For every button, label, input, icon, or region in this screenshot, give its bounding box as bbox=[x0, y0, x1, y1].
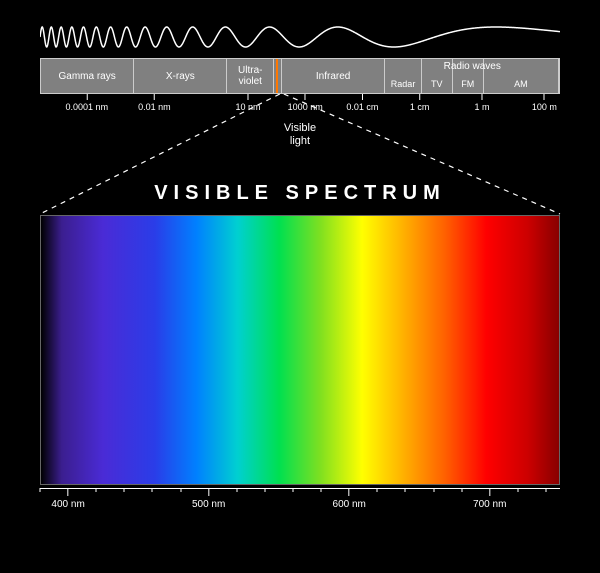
bottom-tick-minor bbox=[517, 488, 518, 495]
top-tick: 1 cm bbox=[410, 94, 430, 112]
top-tick: 1000 nm bbox=[288, 94, 323, 112]
bottom-tick-minor bbox=[405, 488, 406, 495]
bottom-tick-minor bbox=[152, 488, 153, 495]
top-tick: 100 m bbox=[532, 94, 557, 112]
visible-light-label: Visible light bbox=[0, 122, 600, 148]
wavelength-scale-bottom: 400 nm 500 nm 600 nm 700 nm bbox=[40, 488, 560, 518]
em-spectrum-bands: Gamma raysX-raysUltra- violetInfraredRad… bbox=[40, 58, 560, 94]
band-infrared: Infrared bbox=[282, 59, 386, 93]
band-gamma-rays: Gamma rays bbox=[41, 59, 134, 93]
top-tick: 0.0001 nm bbox=[66, 94, 109, 112]
bottom-tick-minor bbox=[96, 488, 97, 495]
bottom-tick-minor bbox=[124, 488, 125, 495]
bottom-tick-minor bbox=[236, 488, 237, 495]
band-radar: Radar bbox=[385, 59, 421, 93]
bottom-tick-minor bbox=[377, 488, 378, 495]
bottom-tick-minor bbox=[264, 488, 265, 495]
band-am: AM bbox=[484, 59, 559, 93]
band-visible bbox=[274, 59, 282, 93]
wavelength-scale-top: 0.0001 nm 0.01 nm 10 nm 1000 nm 0.01 cm 1 cm 1… bbox=[40, 94, 560, 114]
bottom-tick-major: 400 nm bbox=[51, 488, 84, 510]
bottom-tick-minor bbox=[545, 488, 546, 495]
top-tick: 10 nm bbox=[235, 94, 260, 112]
bottom-tick-minor bbox=[180, 488, 181, 495]
bottom-tick-minor bbox=[461, 488, 462, 495]
band-x-rays: X-rays bbox=[134, 59, 227, 93]
visible-spectrum-gradient bbox=[40, 215, 560, 485]
band-fm: FM bbox=[453, 59, 484, 93]
bottom-tick-minor bbox=[321, 488, 322, 495]
spectrum-title: VISIBLE SPECTRUM bbox=[0, 182, 600, 205]
bottom-tick-major: 600 nm bbox=[333, 488, 366, 510]
bottom-tick-major: 700 nm bbox=[473, 488, 506, 510]
bottom-tick-minor bbox=[40, 488, 41, 495]
top-tick: 1 m bbox=[474, 94, 489, 112]
bottom-tick-minor bbox=[292, 488, 293, 495]
band-ultra-violet: Ultra- violet bbox=[227, 59, 274, 93]
frequency-wave bbox=[40, 22, 560, 52]
band-tv: TV bbox=[422, 59, 453, 93]
top-tick: 0.01 nm bbox=[138, 94, 171, 112]
bottom-tick-major: 500 nm bbox=[192, 488, 225, 510]
top-tick: 0.01 cm bbox=[346, 94, 378, 112]
bottom-tick-minor bbox=[433, 488, 434, 495]
